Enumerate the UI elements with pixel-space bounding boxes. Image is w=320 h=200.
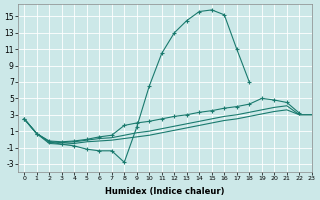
X-axis label: Humidex (Indice chaleur): Humidex (Indice chaleur) — [105, 187, 225, 196]
